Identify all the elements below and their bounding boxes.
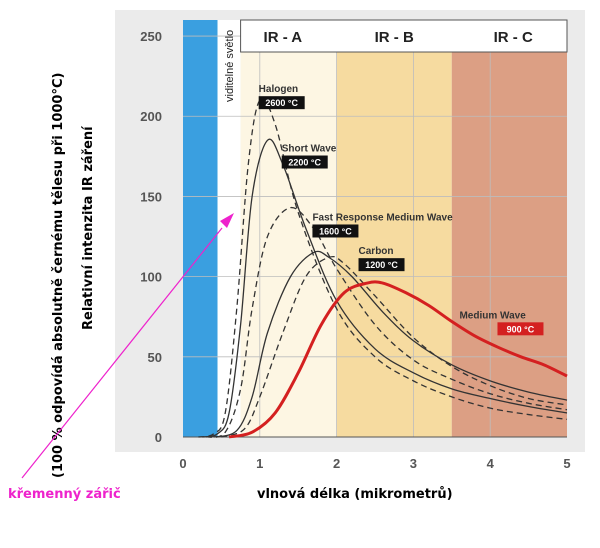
temp-label-2: 1600 °C [319,226,352,236]
band-header-box [240,19,568,53]
band-0 [183,20,218,437]
curve-5 [228,280,568,439]
y-tick-label: 50 [148,350,162,365]
y-tick-label: 200 [140,109,162,124]
x-tick-label: 5 [563,456,570,471]
y-tick-label: 0 [155,430,162,445]
x-tick-label: 1 [256,456,263,471]
x-tick-label: 0 [179,456,186,471]
temp-label-3: 1200 °C [365,260,398,270]
annotation-arrow [21,227,223,479]
axis-ticks: 0 50 100 150 200 250 0 1 2 3 4 5 [140,29,570,471]
arrow-head-icon [220,213,234,228]
curve-name-5: Medium Wave [459,310,526,321]
band-label-3: IR - B [375,29,414,46]
quartz-annotation: křemenný zářič [8,213,234,502]
curve-4 [221,255,568,438]
x-tick-label: 4 [487,456,495,471]
band-label-4: IR - C [494,29,533,46]
temp-badge-5 [497,322,544,336]
y-tick-label: 100 [140,270,162,285]
intensity-curves [198,97,568,439]
band-4 [451,20,567,437]
temp-label-0: 2600 °C [265,98,298,108]
curve-name-0: Halogen [259,84,298,95]
curve-name-2: Fast Response Medium Wave [312,212,453,223]
annotation-label: křemenný zářič [8,487,121,502]
band-labels: IR - A IR - B IR - C viditelné světlo [224,19,568,102]
temp-label-1: 2200 °C [288,158,321,168]
y-tick-label: 250 [140,29,162,44]
curve-1 [202,138,568,438]
x-tick-label: 2 [333,456,340,471]
spectral-bands [183,20,567,437]
temp-badge-1 [281,155,328,169]
y-tick-label: 150 [140,189,162,204]
x-tick-label: 3 [410,456,417,471]
band-label-2: IR - A [264,29,303,46]
temp-badge-2 [312,224,359,238]
temp-badge-3 [358,258,405,272]
curve-labels: Halogen 2600 °C Short Wave 2200 °C Fast Resp… [258,84,544,336]
y-axis-title: Relativní intenzita IR záření [81,125,96,330]
curve-3 [213,250,568,438]
visible-light-label: viditelné světlo [224,30,236,102]
y-axis-subtitle: (100 % odpovídá absolutně černému tělesu… [51,73,66,478]
curve-name-1: Short Wave [282,144,337,155]
curve-name-3: Carbon [359,246,394,257]
temp-label-5: 900 °C [507,324,535,334]
temp-badge-0 [258,96,305,110]
x-axis-title: vlnová délka (mikrometrů) [257,487,453,502]
